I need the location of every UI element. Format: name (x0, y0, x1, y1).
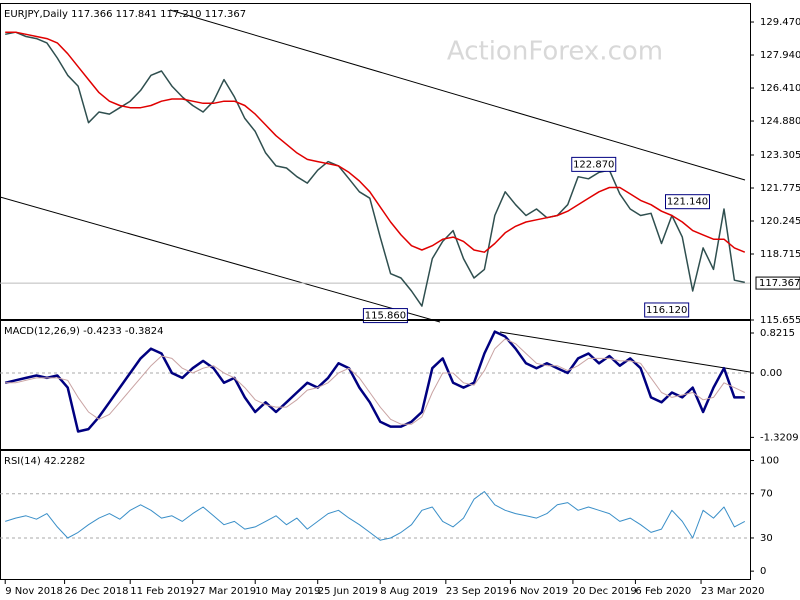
trend-line (0, 196, 441, 323)
series-line (4, 330, 745, 433)
y-tick-label: 0.8215 (760, 328, 795, 339)
annotation-label: 115.860 (365, 311, 406, 322)
y-tick-label: 70 (760, 489, 773, 500)
x-tick-label: 27 Mar 2019 (193, 586, 256, 597)
y-tick-label: -1.3209 (760, 432, 799, 443)
annotation-box (571, 156, 617, 172)
annotation-box (644, 302, 690, 318)
annotation-label: 122.870 (573, 159, 614, 170)
annotation-box (665, 194, 710, 210)
panel-frame (0, 320, 751, 450)
series-line (5, 491, 746, 541)
x-tick-label: 25 Jun 2019 (318, 586, 378, 597)
y-tick-label: 124.880 (760, 116, 800, 127)
x-tick-label: 10 May 2019 (255, 586, 320, 597)
y-tick-label: 118.715 (760, 249, 800, 260)
series-line (5, 338, 746, 425)
x-tick-label: 9 Nov 2018 (5, 586, 63, 597)
watermark: ActionForex.com (447, 37, 663, 67)
annotation-label: 116.120 (646, 305, 687, 316)
y-tick-label: 0.00 (760, 368, 782, 379)
x-tick-label: 8 Aug 2019 (380, 586, 438, 597)
y-tick-label: 129.470 (760, 17, 800, 28)
trend-line (499, 331, 751, 373)
y-tick-label: 121.775 (760, 183, 800, 194)
series-line (5, 31, 746, 253)
y-tick-label: 100 (760, 456, 779, 467)
y-tick-label: 126.410 (760, 83, 800, 94)
y-tick-label: 120.245 (760, 216, 800, 227)
x-tick-label: 23 Sep 2019 (446, 586, 509, 597)
x-tick-label: 11 Feb 2019 (130, 586, 192, 597)
x-tick-label: 26 Dec 2018 (65, 586, 129, 597)
annotation-label: 121.140 (667, 197, 708, 208)
trend-line (169, 9, 746, 181)
series-line (5, 31, 745, 307)
last-price-box (755, 276, 800, 290)
x-tick-label: 6 Nov 2019 (510, 586, 568, 597)
y-tick-label: 30 (760, 533, 773, 544)
annotation-box (362, 308, 408, 324)
panel-title: RSI(14) 42.2282 (4, 456, 85, 467)
x-tick-label: 20 Dec 2019 (573, 586, 637, 597)
y-tick-label: 115.655 (760, 315, 800, 326)
panel-frame (0, 450, 751, 580)
y-tick-label: 127.940 (760, 50, 800, 61)
x-tick-label: 23 Mar 2020 (701, 586, 764, 597)
panel-title: MACD(12,26,9) -0.4233 -0.3824 (4, 326, 164, 337)
y-tick-label: 123.305 (760, 150, 800, 161)
last-price-label: 117.367 (759, 278, 800, 289)
y-tick-label: 0 (760, 566, 766, 577)
x-tick-label: 6 Feb 2020 (635, 586, 691, 597)
panel-title: EURJPY,Daily 117.366 117.841 117.210 117… (4, 9, 246, 20)
